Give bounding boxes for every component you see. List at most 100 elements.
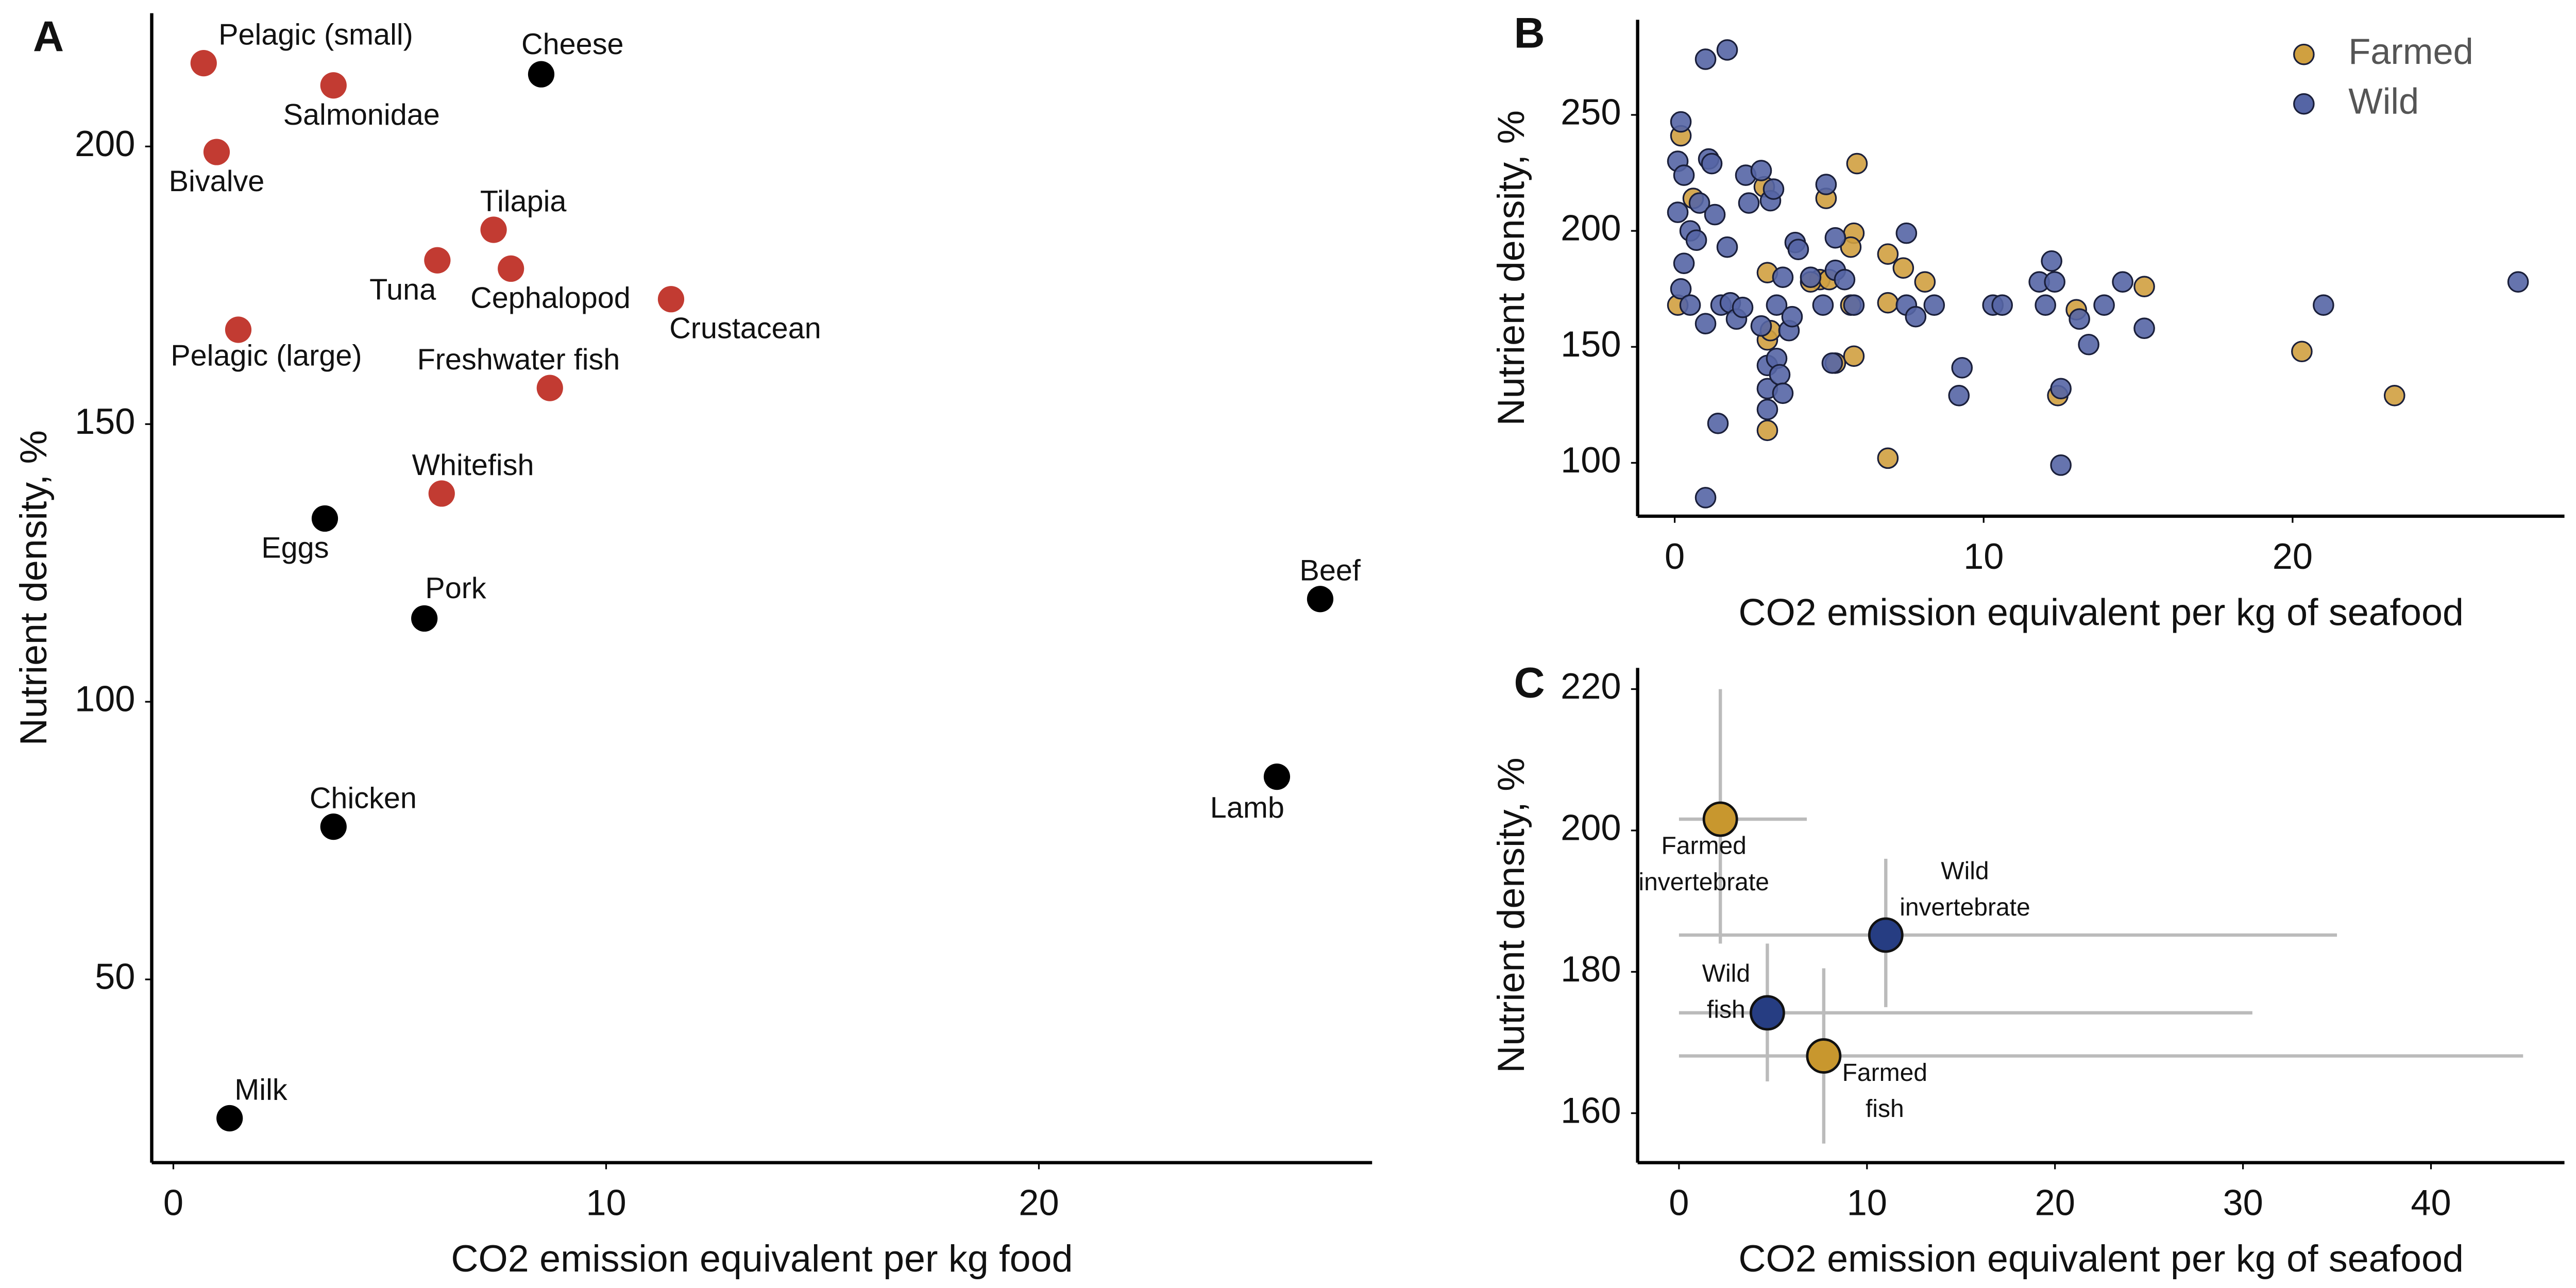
point	[1307, 586, 1334, 613]
y-axis-title: Nutrient density, %	[1489, 757, 1532, 1073]
point	[1732, 296, 1754, 318]
point	[1702, 801, 1738, 837]
y-axis-title: Nutrient density, %	[12, 430, 55, 745]
x-tick-label: 40	[2411, 1182, 2451, 1223]
point	[498, 255, 524, 282]
x-tick-label: 0	[1665, 536, 1685, 577]
point	[1951, 357, 1973, 379]
x-tick-label: 10	[586, 1182, 626, 1223]
point-label-line: Farmed	[1842, 1059, 1927, 1086]
point	[1991, 294, 2013, 316]
point-label-line: Farmed	[1661, 832, 1746, 859]
point-label: Farmed invertebrate	[1638, 832, 1769, 895]
point-label: Wild invertebrate	[1900, 857, 2030, 921]
point-label-line: fish	[1707, 996, 1745, 1023]
point	[1824, 227, 1846, 249]
panel-letter: A	[33, 12, 64, 60]
point-label-line: invertebrate	[1900, 893, 2030, 921]
legend-marker	[2293, 93, 2315, 115]
point	[428, 480, 455, 507]
point	[1812, 294, 1834, 316]
point-label: Eggs	[261, 531, 329, 564]
point-label: Tilapia	[480, 185, 567, 218]
y-tick-label: 100	[1561, 439, 1621, 480]
point-label: Pelagic (small)	[218, 19, 413, 52]
point	[1670, 278, 1692, 300]
point	[2041, 250, 2062, 272]
point-label-line: invertebrate	[1638, 869, 1769, 896]
point	[411, 605, 438, 632]
y-tick-label: 220	[1561, 666, 1621, 706]
point-label-line: Wild	[1702, 960, 1750, 987]
point-label: Cheese	[521, 28, 624, 61]
point	[2383, 384, 2405, 406]
point	[190, 50, 217, 77]
point	[1694, 48, 1717, 70]
point	[2133, 276, 2155, 297]
y-tick-label: 180	[1561, 948, 1621, 989]
point	[1749, 995, 1785, 1031]
point	[1673, 164, 1695, 186]
point-label: Pelagic (large)	[171, 340, 362, 372]
point	[2050, 378, 2072, 400]
point-label: Bivalve	[169, 165, 265, 198]
x-tick-label: 20	[2273, 536, 2313, 577]
legend-marker	[2293, 43, 2315, 65]
point	[1673, 252, 1695, 274]
point	[480, 216, 507, 243]
point	[1263, 764, 1291, 790]
x-tick-label: 20	[1019, 1182, 1059, 1223]
point-label: Salmonidae	[283, 98, 440, 131]
point	[2078, 333, 2099, 355]
point-label-line: Wild	[1941, 857, 1989, 885]
y-tick-label: 250	[1561, 92, 1621, 132]
point	[1750, 160, 1772, 181]
point	[1716, 236, 1738, 258]
point	[1704, 204, 1726, 226]
point	[1843, 294, 1865, 316]
point	[311, 505, 338, 532]
point	[320, 72, 347, 99]
y-tick-label: 200	[1561, 807, 1621, 848]
point	[1892, 257, 1914, 279]
x-tick-label: 10	[1963, 536, 2004, 577]
y-tick-label: 160	[1561, 1090, 1621, 1130]
point-label: Lamb	[1210, 791, 1284, 824]
point	[1716, 39, 1738, 61]
point-label: Milk	[234, 1073, 287, 1106]
point-label-line: fish	[1866, 1095, 1904, 1123]
point	[1772, 266, 1794, 288]
y-tick-label: 200	[1561, 208, 1621, 248]
point	[1877, 292, 1899, 314]
point	[1800, 266, 1822, 288]
point	[1670, 111, 1692, 133]
point	[1914, 271, 1936, 293]
point	[2044, 271, 2065, 293]
point	[536, 375, 563, 401]
point	[2093, 294, 2115, 316]
point	[225, 316, 252, 343]
x-axis-title: CO2 emission equivalent per kg of seafoo…	[1738, 1237, 2464, 1280]
x-tick-label: 0	[1669, 1182, 1689, 1223]
point	[1762, 178, 1785, 200]
point	[1766, 294, 1788, 316]
point-label: Crustacean	[669, 312, 821, 345]
point	[657, 286, 685, 313]
x-axis-title: CO2 emission equivalent per kg food	[451, 1237, 1073, 1280]
point-label: Chicken	[310, 782, 417, 815]
point	[1769, 364, 1791, 386]
point	[528, 61, 555, 88]
point	[2069, 308, 2090, 330]
point	[1868, 917, 1904, 953]
point	[1679, 294, 1701, 316]
point	[216, 1105, 243, 1132]
point	[1738, 192, 1760, 214]
point	[2507, 271, 2529, 293]
point	[1815, 174, 1837, 195]
point	[2050, 454, 2072, 476]
y-axis-title: Nutrient density, %	[1489, 110, 1532, 426]
point	[1756, 419, 1778, 442]
point-label: Whitefish	[412, 449, 534, 482]
